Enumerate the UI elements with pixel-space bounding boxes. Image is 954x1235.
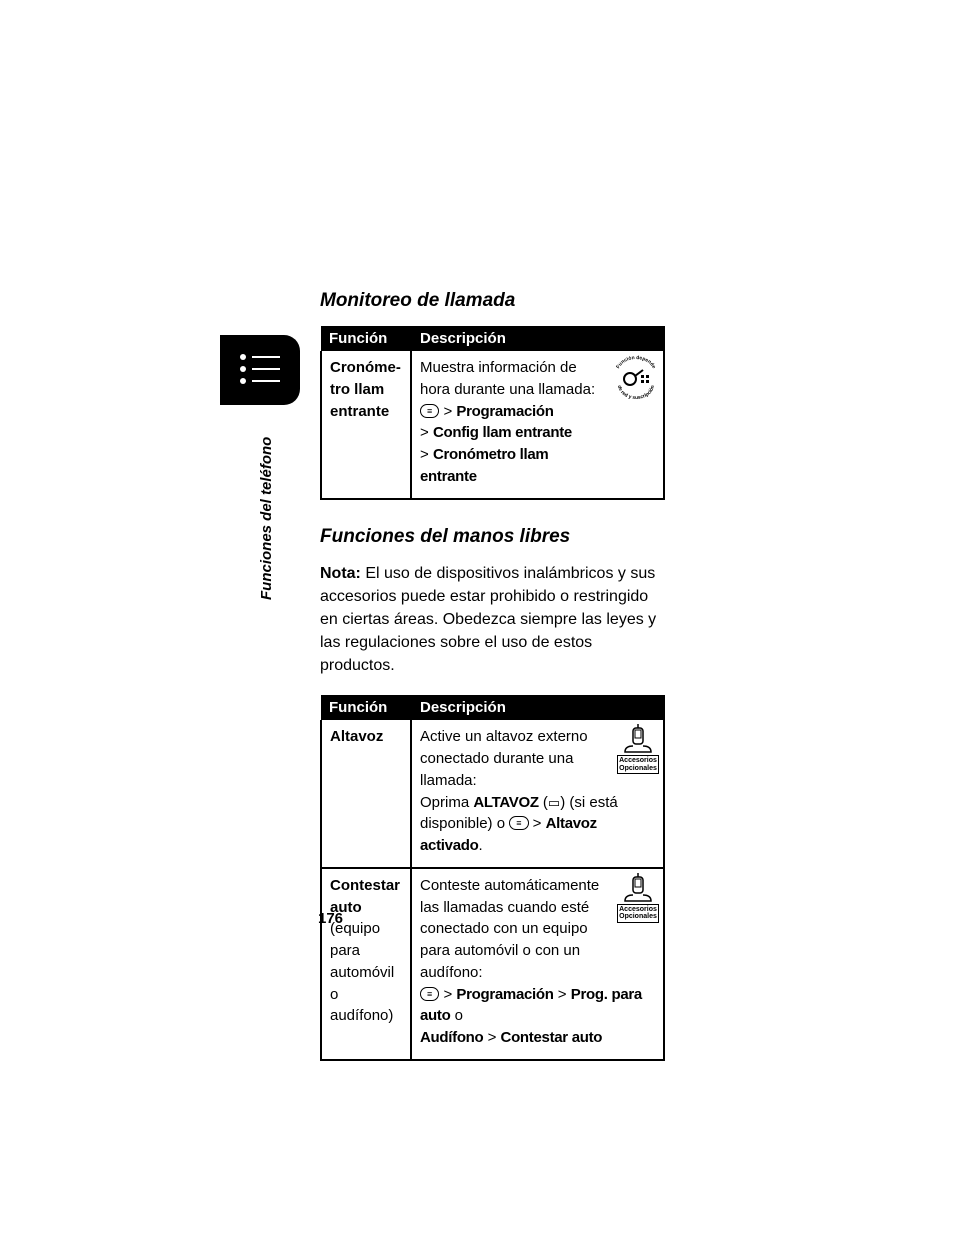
menu-key-icon bbox=[420, 987, 439, 1001]
desc-text: Active un altavoz externo conectado dura… bbox=[420, 728, 588, 789]
menu-config-llam: Config llam entrante bbox=[433, 424, 572, 441]
section-tab bbox=[220, 335, 300, 405]
softkey-glyph: (▭) bbox=[543, 794, 565, 811]
note-text: El uso de dispositivos inalámbricos y su… bbox=[320, 565, 656, 675]
svg-text:de red y suscripción: de red y suscripción bbox=[616, 385, 656, 401]
feature-depends-badge-icon: Función depende de red y suscripción bbox=[613, 355, 659, 403]
menu-key-icon bbox=[509, 816, 528, 830]
cell-desc-contestar-auto: AccesoriosOpcionales Conteste automática… bbox=[411, 868, 664, 1060]
menu-audifono: Audífono bbox=[420, 1029, 483, 1046]
table-manos-libres: Función Descripción Altavoz AccesoriosOp… bbox=[320, 695, 665, 1061]
list-icon bbox=[240, 354, 280, 386]
col-header-descripcion: Descripción bbox=[411, 326, 664, 351]
col-header-funcion: Función bbox=[321, 695, 411, 720]
col-header-funcion: Función bbox=[321, 326, 411, 351]
altavoz-key: ALTAVOZ bbox=[473, 794, 538, 811]
table-monitoreo: Función Descripción Cronóme-tro llam ent… bbox=[320, 326, 665, 500]
cell-func-cronometro: Cronóme-tro llam entrante bbox=[321, 351, 411, 499]
page-number: 176 bbox=[318, 910, 343, 927]
optional-accessories-badge-icon: AccesoriosOpcionales bbox=[617, 873, 659, 923]
menu-cronometro-llam: Cronómetro llam entrante bbox=[420, 446, 548, 485]
svg-text:Función depende: Función depende bbox=[615, 355, 657, 370]
menu-programacion: Programación bbox=[456, 986, 553, 1003]
desc-text: Conteste automáticamente las llamadas cu… bbox=[420, 877, 599, 981]
note-label: Nota: bbox=[320, 565, 361, 582]
func-plain: (equipo para automóvil o audífono) bbox=[330, 920, 394, 1024]
period: . bbox=[478, 837, 482, 854]
menu-key-icon bbox=[420, 404, 439, 418]
section-title-monitoreo: Monitoreo de llamada bbox=[320, 290, 665, 312]
menu-contestar-auto: Contestar auto bbox=[501, 1029, 603, 1046]
desc-text: Muestra información de hora durante una … bbox=[420, 359, 595, 398]
or-text: o bbox=[450, 1007, 463, 1024]
menu-programacion: Programación bbox=[456, 403, 553, 420]
cell-func-altavoz: Altavoz bbox=[321, 720, 411, 868]
side-section-label: Funciones del teléfono bbox=[258, 437, 275, 600]
col-header-descripcion: Descripción bbox=[411, 695, 664, 720]
cell-desc-cronometro: Función depende de red y suscripción Mue… bbox=[411, 351, 664, 499]
note-paragraph: Nota: El uso de dispositivos inalámbrico… bbox=[320, 562, 665, 678]
cell-func-contestar-auto: Contestar auto (equipo para automóvil o … bbox=[321, 868, 411, 1060]
press-text: Oprima bbox=[420, 794, 473, 811]
section-title-manos-libres: Funciones del manos libres bbox=[320, 526, 665, 548]
cell-desc-altavoz: AccesoriosOpcionales Active un altavoz e… bbox=[411, 720, 664, 868]
optional-accessories-badge-icon: AccesoriosOpcionales bbox=[617, 724, 659, 774]
